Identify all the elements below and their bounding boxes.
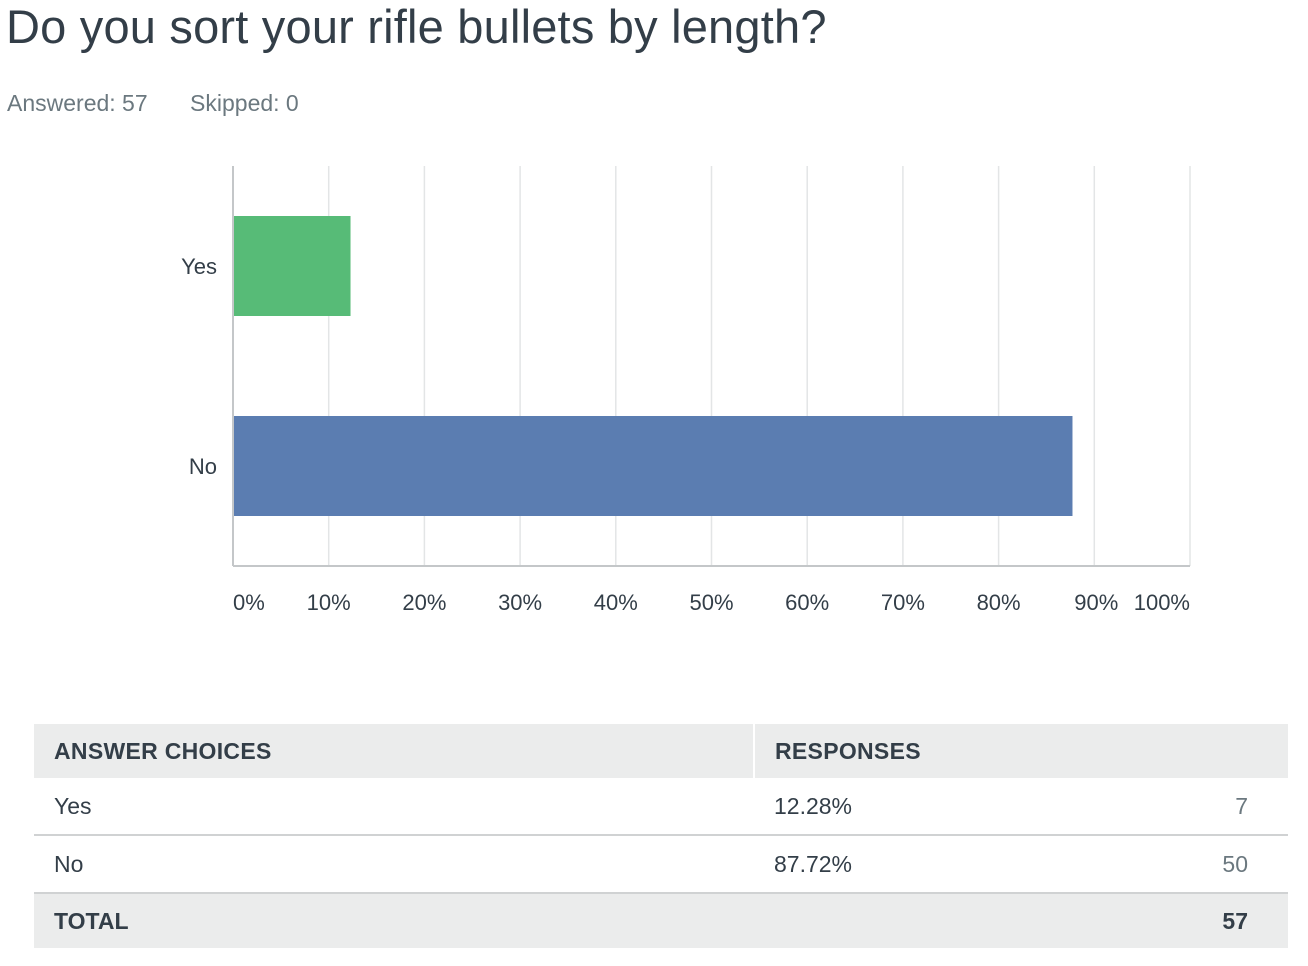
total-count: 57 bbox=[1063, 893, 1288, 948]
table-header-row: ANSWER CHOICES RESPONSES bbox=[34, 724, 1288, 778]
question-title: Do you sort your rifle bullets by length… bbox=[6, 0, 827, 53]
x-tick-label: 70% bbox=[881, 590, 925, 615]
x-tick-label: 20% bbox=[402, 590, 446, 615]
choice-count: 7 bbox=[1063, 778, 1288, 836]
table-row: No 87.72% 50 bbox=[34, 835, 1288, 894]
answered-count: Answered: 57 bbox=[7, 90, 148, 116]
choice-percent: 12.28% bbox=[754, 778, 1064, 836]
choice-label: Yes bbox=[34, 778, 754, 836]
choice-label: No bbox=[34, 835, 754, 894]
bar-chart: Yes No 0% 10% 20% 30% 40% 50% 60% 70% 80% 90% 100% bbox=[181, 166, 1191, 615]
bar-no bbox=[234, 416, 1073, 516]
response-stats: Answered: 57 Skipped: 0 bbox=[7, 89, 299, 117]
x-tick-label: 100% bbox=[1134, 590, 1190, 615]
choice-count: 50 bbox=[1063, 835, 1288, 894]
choice-percent: 87.72% bbox=[754, 835, 1064, 894]
x-tick-label: 10% bbox=[307, 590, 351, 615]
category-label: No bbox=[189, 454, 217, 479]
x-tick-label: 30% bbox=[498, 590, 542, 615]
header-responses: RESPONSES bbox=[754, 724, 1288, 778]
answer-summary-table: ANSWER CHOICES RESPONSES Yes 12.28% 7 No… bbox=[34, 724, 1288, 948]
total-label: TOTAL bbox=[34, 893, 754, 948]
category-label: Yes bbox=[181, 254, 217, 279]
table-total-row: TOTAL 57 bbox=[34, 893, 1288, 948]
header-answer-choices: ANSWER CHOICES bbox=[34, 724, 755, 778]
x-tick-label: 90% bbox=[1074, 590, 1118, 615]
x-tick-label: 80% bbox=[977, 590, 1021, 615]
bar-yes bbox=[234, 216, 351, 316]
skipped-count: Skipped: 0 bbox=[190, 90, 299, 116]
x-tick-label: 0% bbox=[233, 590, 265, 615]
total-spacer bbox=[754, 893, 1064, 948]
x-tick-label: 60% bbox=[785, 590, 829, 615]
x-tick-label: 50% bbox=[689, 590, 733, 615]
x-tick-label: 40% bbox=[594, 590, 638, 615]
table-row: Yes 12.28% 7 bbox=[34, 778, 1288, 836]
